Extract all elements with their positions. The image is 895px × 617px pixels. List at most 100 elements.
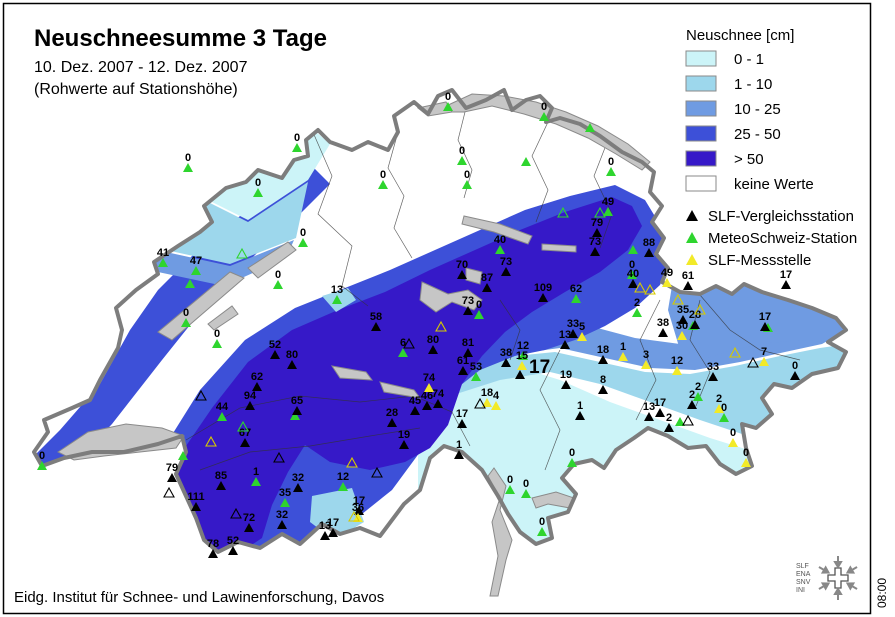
- station-value-label: 67: [239, 427, 251, 439]
- station-value-label: 62: [570, 283, 582, 295]
- meteo-station-marker: [338, 482, 348, 491]
- station-value-label: 0: [721, 402, 727, 414]
- mess-station-marker: [672, 366, 682, 375]
- slf-station-marker: [293, 483, 303, 492]
- meteo-station-marker: [398, 348, 408, 357]
- station-value-label: 2: [716, 393, 722, 405]
- station-value-label: 0: [214, 328, 220, 340]
- station-value-label: 73: [500, 256, 512, 268]
- station-value-label: 44: [216, 401, 229, 413]
- lake-neuchatel-shape: [157, 271, 245, 341]
- date-range-subtitle: 10. Dez. 2007 - 12. Dez. 2007: [34, 59, 248, 76]
- slf-station-marker: [708, 372, 718, 381]
- meteo-station-marker: [158, 258, 168, 267]
- station-value-label: 7: [761, 346, 767, 358]
- station-value-label: 19: [398, 429, 410, 441]
- station-value-label: 0: [294, 132, 300, 144]
- mess-station-marker: [618, 352, 628, 361]
- station-value-label: 17: [327, 517, 339, 529]
- station-value-label: 15: [516, 350, 528, 362]
- station-value-label: 35: [677, 304, 689, 316]
- slf-station-marker: [410, 406, 420, 415]
- slf-station-marker: [501, 358, 511, 367]
- station-value-label: 73: [589, 236, 601, 248]
- meteo-station-marker: [603, 207, 613, 216]
- mess-station-marker: [714, 404, 724, 413]
- mess-station-marker: [662, 278, 672, 287]
- legend-swatch-gt50: [685, 150, 717, 167]
- legend-label-0-1: 0 - 1: [734, 51, 764, 68]
- legend-swatch-1-10: [685, 75, 717, 92]
- slf-station-marker: [568, 329, 578, 338]
- legend: Neuschnee [cm] 0 - 1 1 - 10 10 - 25 25 -…: [685, 27, 857, 269]
- slf-station-marker: [560, 340, 570, 349]
- station-value-label: 62: [251, 371, 263, 383]
- station-value-label: 47: [190, 255, 202, 267]
- meteo-station-marker: [585, 123, 595, 132]
- raw-values-subtitle: (Rohwerte auf Stationshöhe): [34, 81, 238, 98]
- meteo-station-marker: [471, 372, 481, 381]
- station-value-label: 0: [255, 177, 261, 189]
- mess-station-marker-hollow: [348, 510, 360, 522]
- mess-station-marker-hollow: [729, 346, 741, 358]
- station-value-label: 5: [579, 321, 585, 333]
- station-value-label: 32: [276, 509, 288, 521]
- station-value-label: 46: [421, 390, 433, 402]
- station-value-label: 36: [352, 502, 364, 514]
- station-value-label: 0: [608, 156, 614, 168]
- station-value-label: 61: [457, 355, 469, 367]
- meteo-station-marker: [290, 411, 300, 420]
- slf-station-marker: [454, 450, 464, 459]
- station-value-label: 52: [269, 339, 281, 351]
- station-value-label: 81: [462, 337, 474, 349]
- legend-label-mess-station: SLF-Messstelle: [708, 252, 811, 269]
- slf-station-marker: [167, 473, 177, 482]
- meteo-station-marker: [332, 295, 342, 304]
- station-value-label: 78: [207, 538, 219, 550]
- station-value-label: 79: [166, 462, 178, 474]
- snowflake-cross-icon: [818, 556, 858, 600]
- slf-station-marker: [687, 400, 697, 409]
- station-value-label: 1: [577, 400, 583, 412]
- station-value-label: 0: [539, 516, 545, 528]
- station-value-label: 0: [380, 169, 386, 181]
- station-value-label: 79: [591, 217, 603, 229]
- slf-station-marker: [683, 281, 693, 290]
- slf-station-marker: [644, 412, 654, 421]
- station-value-label: 33: [707, 361, 719, 373]
- lake-brienz-shape: [379, 381, 422, 399]
- slf-station-marker-hollow: [195, 389, 207, 401]
- meteo-station-marker: [474, 310, 484, 319]
- station-value-label: 4: [493, 390, 500, 402]
- meteo-station-marker: [628, 245, 638, 254]
- slf-station-marker: [240, 438, 250, 447]
- slf-station-marker: [328, 528, 338, 537]
- slf-station-marker: [458, 366, 468, 375]
- station-value-label: 0: [541, 101, 547, 113]
- station-value-label: 74: [423, 372, 436, 384]
- station-value-label: 0: [185, 152, 191, 164]
- station-value-label: 1: [253, 466, 259, 478]
- meteo-station-marker: [719, 413, 729, 422]
- slf-station-marker-hollow: [371, 466, 383, 478]
- station-value-label: 72: [243, 512, 255, 524]
- station-value-label: 80: [286, 349, 298, 361]
- legend-title: Neuschnee [cm]: [686, 27, 794, 44]
- slf-station-marker: [457, 419, 467, 428]
- meteo-station-marker-hollow: [237, 420, 249, 432]
- slf-station-marker: [457, 270, 467, 279]
- slf-station-marker: [575, 411, 585, 420]
- meteo-station-marker: [251, 477, 261, 486]
- meteo-station-marker: [693, 392, 703, 401]
- slf-station-marker: [422, 401, 432, 410]
- region-gt50-core: [175, 197, 642, 552]
- lake-biel-shape: [247, 241, 297, 279]
- legend-label-10-25: 10 - 25: [734, 101, 781, 118]
- mess-station-marker: [517, 361, 527, 370]
- mess-station-marker-hollow: [644, 283, 656, 295]
- station-value-label: 2: [666, 412, 672, 424]
- mess-station-triangle-icon: [686, 254, 698, 265]
- station-value-label: 19: [560, 369, 572, 381]
